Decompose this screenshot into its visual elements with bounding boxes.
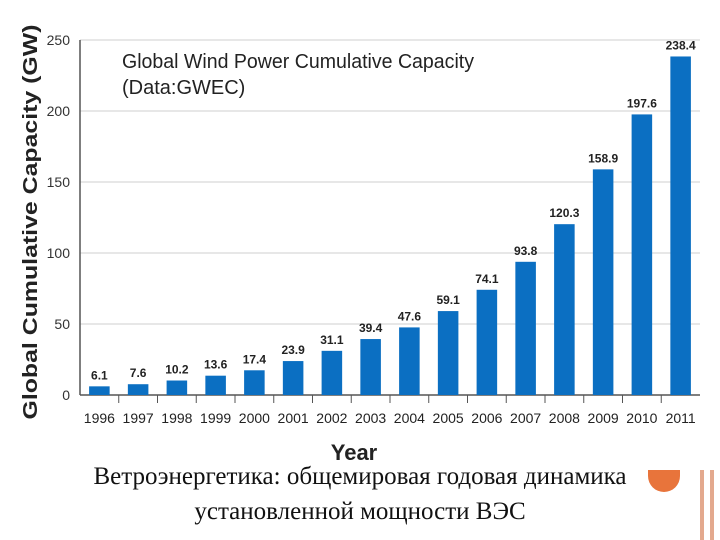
x-axis-label: Year bbox=[331, 440, 378, 460]
y-tick-label: 250 bbox=[47, 32, 71, 48]
value-label: 23.9 bbox=[281, 343, 305, 357]
caption-line-1: Ветроэнергетика: общемировая годовая дин… bbox=[93, 463, 627, 490]
value-label: 39.4 bbox=[359, 321, 383, 335]
decorative-stripe bbox=[700, 470, 704, 540]
x-tick-label: 1996 bbox=[84, 410, 115, 426]
caption-line-2: установленной мощности ВЭС bbox=[194, 498, 526, 525]
bar bbox=[244, 370, 265, 395]
x-tick-label: 2004 bbox=[394, 410, 425, 426]
value-label: 238.4 bbox=[666, 38, 696, 52]
x-tick-label: 2008 bbox=[549, 410, 580, 426]
y-tick-label: 200 bbox=[47, 103, 71, 119]
value-label: 17.4 bbox=[243, 352, 267, 366]
bar bbox=[670, 56, 691, 396]
x-tick-label: 2009 bbox=[588, 410, 619, 426]
bar bbox=[282, 361, 304, 395]
bar bbox=[89, 386, 110, 395]
y-tick-label: 150 bbox=[47, 174, 71, 190]
x-tick-label: 2007 bbox=[510, 410, 541, 426]
x-tick-label: 1999 bbox=[200, 410, 231, 426]
x-tick-label: 2000 bbox=[239, 410, 270, 426]
bar bbox=[321, 350, 343, 395]
x-tick-label: 1997 bbox=[123, 410, 154, 426]
bars bbox=[89, 56, 691, 396]
bar bbox=[360, 339, 381, 395]
bar bbox=[515, 261, 536, 395]
chart-subtitle: (Data:GWEC) bbox=[122, 77, 245, 99]
x-tick-label: 2010 bbox=[626, 410, 657, 426]
x-tick-label: 2011 bbox=[666, 410, 696, 426]
decorative-stripe bbox=[710, 470, 714, 540]
bar bbox=[592, 169, 614, 395]
value-label: 13.6 bbox=[204, 358, 228, 372]
decorative-circle bbox=[648, 470, 680, 492]
value-label: 120.3 bbox=[549, 206, 579, 220]
bar bbox=[205, 375, 226, 395]
x-tick-label: 2003 bbox=[355, 410, 386, 426]
x-tick-label: 2002 bbox=[316, 410, 347, 426]
bar bbox=[399, 327, 420, 395]
bar bbox=[127, 384, 149, 395]
value-label: 197.6 bbox=[627, 96, 657, 110]
value-label: 93.8 bbox=[514, 244, 538, 258]
value-label: 158.9 bbox=[588, 151, 618, 165]
y-tick-label: 0 bbox=[62, 387, 70, 403]
y-tick-label: 100 bbox=[47, 245, 71, 261]
y-tick-labels: 0 50 100 150 200 250 bbox=[47, 32, 71, 403]
value-label: 74.1 bbox=[475, 272, 499, 286]
chart-title: Global Wind Power Cumulative Capacity bbox=[122, 51, 474, 73]
bar bbox=[554, 224, 575, 395]
x-tick-label: 2001 bbox=[278, 410, 309, 426]
chart: 0 50 100 150 200 250 1996 1997 1998 1999 2000 2001… bbox=[20, 25, 700, 460]
bar bbox=[437, 311, 459, 395]
value-labels: 6.1 7.6 10.2 13.6 17.4 23.9 31.1 39.4 47.6 59.1 74… bbox=[91, 38, 696, 382]
bar bbox=[166, 380, 188, 395]
y-axis-label: Global Cumulative Capacity (GW) bbox=[20, 25, 42, 420]
value-label: 31.1 bbox=[320, 333, 344, 347]
value-label: 59.1 bbox=[436, 293, 460, 307]
x-tick-labels: 1996 1997 1998 1999 2000 2001 2002 2003 2004 2005… bbox=[84, 395, 696, 426]
x-tick-label: 2005 bbox=[433, 410, 464, 426]
bar bbox=[476, 289, 498, 395]
y-tick-label: 50 bbox=[54, 316, 70, 332]
x-tick-label: 1998 bbox=[161, 410, 192, 426]
value-label: 6.1 bbox=[91, 368, 108, 382]
value-label: 47.6 bbox=[398, 309, 422, 323]
value-label: 10.2 bbox=[165, 363, 189, 377]
value-label: 7.6 bbox=[130, 366, 147, 380]
bar bbox=[631, 114, 653, 396]
x-tick-label: 2006 bbox=[471, 410, 502, 426]
